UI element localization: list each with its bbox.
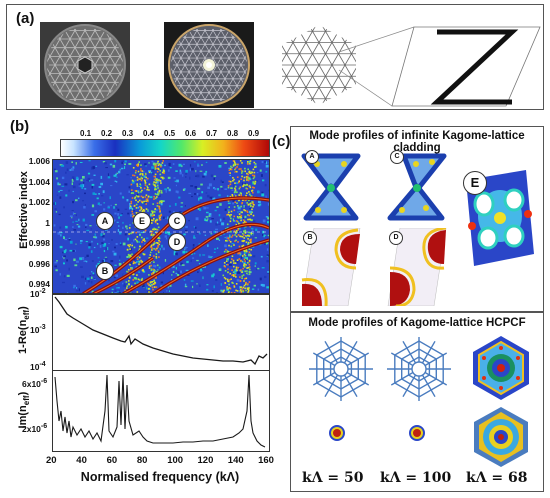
panel-c-bottom-frame xyxy=(290,312,544,492)
effective-index-heatmap xyxy=(52,159,270,295)
panel-c-bottom-title: Mode profiles of Kagome-lattice HCPCF xyxy=(308,317,526,329)
loss-ytick-exp: -4 xyxy=(39,361,46,368)
colorbar-tick-label: 0.8 xyxy=(227,129,239,138)
fiber-sem-image xyxy=(40,22,130,108)
heatmap-ytick-label: 1.006 xyxy=(28,156,50,166)
loss-ylabel-sub: eff xyxy=(22,309,32,320)
loss-ytick-1e-3: 10-3 xyxy=(30,324,46,335)
x-tick-label: 120 xyxy=(197,455,214,466)
mode-label-c: C xyxy=(390,150,404,164)
colorbar-tick-label: 0.1 xyxy=(80,129,92,138)
k-label-50: kΛ = 50 xyxy=(302,470,364,486)
x-tick-label: 20 xyxy=(46,455,57,466)
hcpcf-mode-100 xyxy=(409,425,425,441)
im-ylabel-end: ) xyxy=(16,391,29,396)
imaginary-index-plot xyxy=(52,370,270,452)
colorbar-tick-label: 0.5 xyxy=(164,129,176,138)
x-axis-label: Normalised frequency (kΛ) xyxy=(80,470,240,484)
point-label-d: D xyxy=(168,233,186,251)
x-tick-label: 40 xyxy=(76,455,87,466)
k-label-68: kΛ = 68 xyxy=(466,470,528,486)
panel-c-top-frame xyxy=(290,126,544,312)
hcpcf-mode-68-bottom xyxy=(474,407,528,467)
point-label-b: B xyxy=(96,262,114,280)
heatmap-ytick-label: 0.994 xyxy=(28,279,50,289)
x-tick-label: 60 xyxy=(106,455,118,466)
loss-ylabel-text: 1-Re(n xyxy=(16,319,29,354)
k-label-100: kΛ = 100 xyxy=(380,470,452,486)
im-ytick-base: 6x10 xyxy=(22,378,41,389)
mode-profile-c xyxy=(387,153,447,221)
panel-a-label: (a) xyxy=(16,10,35,27)
im-ytick-6e-6: 6x10-6 xyxy=(22,378,47,389)
mode-profile-a xyxy=(301,153,361,221)
heatmap-ytick-label: 1 xyxy=(45,217,50,228)
loss-ytick-exp: -3 xyxy=(39,324,46,331)
kagome-lattice-schematic xyxy=(282,25,541,107)
colorbar-tick-label: 0.2 xyxy=(101,129,113,138)
loss-ylabel: 1-Re(neff) xyxy=(17,292,31,368)
colorbar-tick-label: 0.6 xyxy=(185,129,197,138)
panel-c-label: (c) xyxy=(272,133,291,150)
hcpcf-lattice-2 xyxy=(387,337,451,401)
loss-ylabel-end: ) xyxy=(16,306,29,310)
im-ytick-base: 2x10 xyxy=(22,423,41,434)
x-tick-label: 100 xyxy=(167,455,184,466)
colorbar-tick-label: 0.3 xyxy=(122,129,134,138)
hcpcf-lattice-1 xyxy=(309,337,373,401)
x-tick-label: 80 xyxy=(136,455,148,466)
heatmap-ytick-label: 1.002 xyxy=(28,197,50,207)
colorbar-tick-label: 0.9 xyxy=(248,129,260,138)
loss-plot xyxy=(52,293,270,371)
im-ytick-exp: -6 xyxy=(40,423,48,430)
loss-ytick-1e-4: 10-4 xyxy=(30,361,46,372)
point-label-c: C xyxy=(168,212,186,230)
loss-ytick-base: 10 xyxy=(30,361,40,372)
panel-b-label: (b) xyxy=(10,118,30,135)
im-ylabel-sub: eff xyxy=(22,395,32,406)
hcpcf-mode-68-top xyxy=(473,336,529,400)
mode-label-d: D xyxy=(389,231,403,245)
im-ytick-exp: -6 xyxy=(40,378,48,385)
mode-label-b: B xyxy=(303,231,317,245)
loss-ytick-1e-2: 10-2 xyxy=(30,288,46,299)
fiber-optical-image xyxy=(164,22,254,108)
colorbar-tick-label: 0.7 xyxy=(206,129,218,138)
x-tick-label: 140 xyxy=(227,455,244,466)
mode-profile-d xyxy=(387,228,447,306)
mode-label-e: E xyxy=(463,171,487,195)
loss-ytick-exp: -2 xyxy=(39,288,46,295)
panel-c-top-title: Mode profiles of infinite Kagome-lattice… xyxy=(309,130,525,154)
loss-ytick-base: 10 xyxy=(30,288,40,299)
hcpcf-mode-50 xyxy=(329,425,345,441)
point-label-e: E xyxy=(133,212,151,230)
colorbar xyxy=(60,139,270,157)
x-tick-label: 160 xyxy=(258,455,274,466)
mode-profile-b xyxy=(301,228,361,306)
point-label-a: A xyxy=(96,212,114,230)
loss-ytick-base: 10 xyxy=(30,324,40,335)
im-ytick-2e-6: 2x10-6 xyxy=(22,423,47,434)
heatmap-ytick-label: 0.996 xyxy=(28,258,50,269)
heatmap-ytick-label: 0.998 xyxy=(28,238,50,248)
mode-profile-e xyxy=(466,170,534,266)
colorbar-tick-label: 0.4 xyxy=(143,129,155,138)
mode-label-a: A xyxy=(305,150,319,164)
heatmap-ytick-label: 1.004 xyxy=(28,176,50,187)
panel-a-frame xyxy=(6,4,544,110)
